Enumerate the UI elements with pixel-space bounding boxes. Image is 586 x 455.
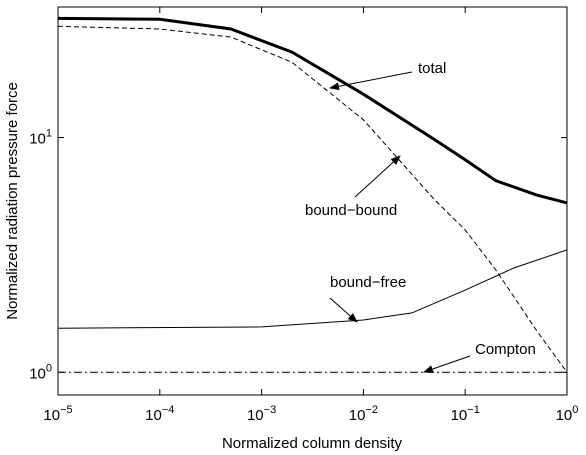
annotation-arrow — [354, 155, 401, 198]
annotation-label: total — [418, 60, 446, 77]
annotation-label: Compton — [475, 341, 536, 358]
y-tick-label: 100 — [29, 362, 52, 382]
plot-frame — [57, 6, 568, 396]
annotation-label: bound−bound — [305, 202, 397, 219]
x-tick-label: 10−1 — [451, 404, 480, 424]
x-tick-label: 10−3 — [247, 404, 276, 424]
x-tick-label: 10−4 — [145, 404, 174, 424]
x-tick-label: 10−2 — [349, 404, 378, 424]
annotation-arrow — [329, 71, 413, 91]
x-axis-label: Normalized column density — [222, 435, 403, 452]
x-tick-label: 10−5 — [43, 404, 72, 424]
annotation-label: bound−free — [330, 274, 406, 291]
series-line — [57, 25, 568, 373]
x-tick-label: 100 — [556, 404, 579, 424]
series-line — [57, 16, 568, 205]
series-line — [57, 249, 568, 329]
annotation-arrow — [423, 355, 471, 373]
y-axis-label: Normalized radiation pressure force — [4, 82, 21, 320]
y-tick-label: 101 — [29, 128, 52, 148]
annotation-arrow — [329, 297, 358, 323]
